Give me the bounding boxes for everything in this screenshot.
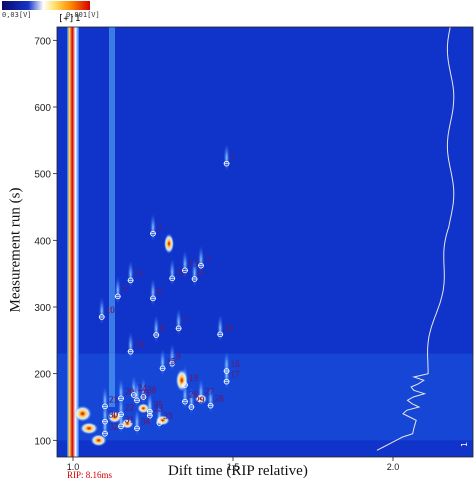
peak-label: 36 [147, 385, 157, 395]
peak-label: 24 [138, 383, 148, 393]
colorbar [2, 1, 90, 10]
peak-label: 4 [199, 267, 204, 277]
peak-streak [127, 260, 134, 289]
colorbar-min-label: 0,03[V] [2, 11, 32, 19]
peak-label: 10 [106, 305, 116, 315]
peak-streak [223, 143, 230, 172]
peak-streak [114, 276, 121, 305]
x-tick-label: 2.0 [387, 462, 400, 472]
peak-label: 14 [224, 322, 234, 332]
x-axis-label: Dift time (RIP relative) [168, 463, 308, 479]
rip-time-label: RIP: 8.16ms [67, 470, 113, 480]
peak-label: 21 [109, 394, 118, 404]
peak-label: 17 [231, 370, 241, 380]
colorbar-max-label: 0,801[V] [66, 11, 100, 19]
peak-streak [169, 343, 176, 372]
peak-label: 27 [205, 386, 215, 396]
heat-spot [121, 418, 134, 429]
peak-label: 3 [205, 254, 210, 264]
x-tick-label: 1.5 [227, 462, 240, 472]
peak-streak [217, 314, 224, 343]
peak-streak [153, 315, 160, 343]
rip-index-label: 1 [75, 14, 81, 24]
peak-streak [223, 361, 230, 390]
peak-label: 16 [231, 359, 241, 369]
y-tick-label: 600 [34, 103, 51, 114]
peak-label: 31 [125, 414, 134, 424]
peak-streak [127, 331, 134, 360]
peak-label: 7 [183, 316, 188, 326]
heat-spot [137, 403, 150, 414]
heat-spot [107, 411, 122, 423]
peak-streak [150, 213, 156, 242]
peak-streak [134, 380, 140, 409]
peak-streak [182, 250, 188, 279]
y-tick-label: 300 [34, 303, 51, 314]
peak-streak [169, 258, 176, 287]
peak-streak [98, 297, 105, 325]
spectrum-curve [376, 27, 455, 451]
y-tick-label: 400 [34, 236, 51, 247]
peak-label: 6 [157, 286, 162, 296]
y-axis-label: Measurement run (s) [7, 187, 24, 313]
peak-label: 19 [189, 373, 199, 383]
peak-streak [159, 348, 166, 377]
peak-label: 34 [141, 416, 151, 426]
y-tick-label: 700 [34, 36, 51, 47]
peak-label: 28 [215, 394, 225, 404]
rip-toggle-marker[interactable]: [+] [58, 14, 75, 24]
rip-side-column [109, 27, 115, 407]
heat-spot [90, 434, 107, 447]
y-tick-label: 500 [34, 170, 51, 181]
peak-label: 9 [176, 352, 181, 362]
peak-label: 20 [125, 386, 135, 396]
peak-streak [175, 308, 182, 337]
peak-streak [146, 391, 153, 420]
heat-spot [175, 369, 188, 392]
peak-streak [134, 408, 140, 437]
heat-spot [164, 233, 174, 254]
peak-streak [207, 385, 214, 414]
peak-label: 30 [109, 410, 119, 420]
peak-label: 2 [157, 222, 162, 232]
y-tick-label: 100 [34, 436, 51, 447]
x-tick-label: 1.0 [67, 462, 80, 472]
peak-streak [198, 245, 204, 274]
peak-label: 26 [189, 390, 199, 400]
heat-spot [73, 405, 92, 422]
rip-column [67, 27, 79, 457]
peak-label: 13 [189, 258, 199, 268]
peak-label: 33 [163, 411, 173, 421]
heat-spot [195, 394, 207, 404]
peak-label: 23 [154, 404, 164, 414]
peak-label: 1 [231, 152, 236, 162]
peak-label: 29 [195, 395, 205, 405]
peak-label: 12 [176, 266, 185, 276]
heat-spot [80, 422, 98, 435]
peak-label: 18 [135, 340, 145, 350]
peak-label: 25 [141, 388, 151, 398]
peak-label: 15 [167, 356, 177, 366]
spectrum-curve-label: 1 [460, 442, 469, 447]
peak-label: 5 [122, 284, 127, 294]
peak-streak [188, 387, 195, 415]
peak-label: 22 [125, 402, 134, 412]
peak-label: 32 [109, 422, 118, 432]
peak-streak [150, 278, 156, 307]
peak-streak [140, 377, 147, 405]
y-tick-label: 200 [34, 370, 51, 381]
plot-frame [56, 26, 474, 458]
peak-label: 11 [135, 268, 144, 278]
peak-label: 35 [154, 400, 164, 410]
peak-streak [102, 413, 108, 442]
peak-label: 8 [160, 323, 165, 333]
peak-streak [191, 259, 198, 287]
